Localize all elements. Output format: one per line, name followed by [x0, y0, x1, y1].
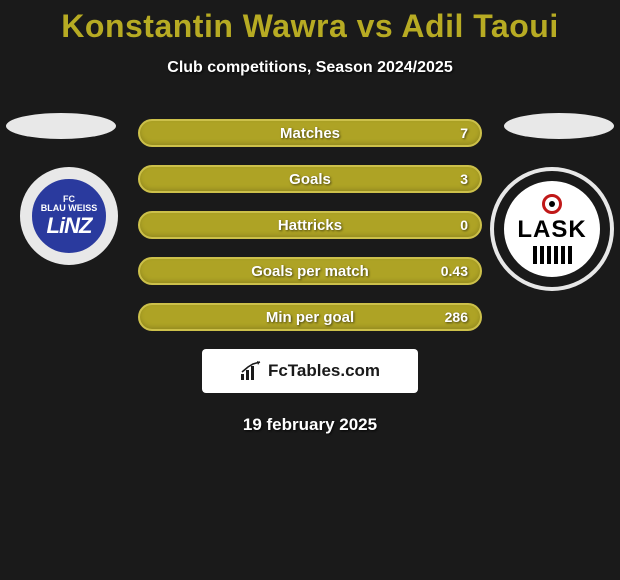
stat-label: Goals — [140, 171, 480, 188]
stat-label: Min per goal — [140, 309, 480, 326]
footer-logo-box: FcTables.com — [202, 349, 418, 393]
left-club-badge: FC BLAU WEISS LiNZ — [20, 167, 118, 265]
stat-value: 0.43 — [441, 263, 468, 279]
shadow-ellipse-right — [504, 113, 614, 139]
left-club-line3: LiNZ — [41, 214, 98, 237]
chart-icon — [240, 361, 262, 381]
left-club-line2: BLAU WEISS — [41, 204, 98, 213]
stat-row: Goals3 — [138, 165, 482, 193]
stat-value: 7 — [460, 125, 468, 141]
stat-row: Matches7 — [138, 119, 482, 147]
stat-row: Hattricks0 — [138, 211, 482, 239]
right-club-text: LASK — [517, 216, 586, 244]
stat-value: 0 — [460, 217, 468, 233]
stat-row: Goals per match0.43 — [138, 257, 482, 285]
stat-value: 3 — [460, 171, 468, 187]
left-club-text: FC BLAU WEISS LiNZ — [41, 195, 98, 238]
subtitle: Club competitions, Season 2024/2025 — [0, 59, 620, 77]
footer-logo-text: FcTables.com — [268, 361, 380, 381]
stat-label: Hattricks — [140, 217, 480, 234]
right-club-stripes-icon — [517, 246, 586, 264]
stat-value: 286 — [445, 309, 468, 325]
stat-label: Matches — [140, 125, 480, 142]
shadow-ellipse-left — [6, 113, 116, 139]
stat-rows: Matches7Goals3Hattricks0Goals per match0… — [138, 119, 482, 331]
right-club-ring-icon — [542, 194, 562, 214]
stats-area: FC BLAU WEISS LiNZ LASK Matches7 Goals3 Ha… — [0, 119, 620, 435]
stat-label: Goals per match — [140, 263, 480, 280]
stat-row: Min per goal286 — [138, 303, 482, 331]
right-club-badge: LASK — [494, 171, 610, 287]
page-title: Konstantin Wawra vs Adil Taoui — [0, 0, 620, 45]
date-text: 19 february 2025 — [0, 415, 620, 435]
right-club-inner: LASK — [517, 194, 586, 264]
